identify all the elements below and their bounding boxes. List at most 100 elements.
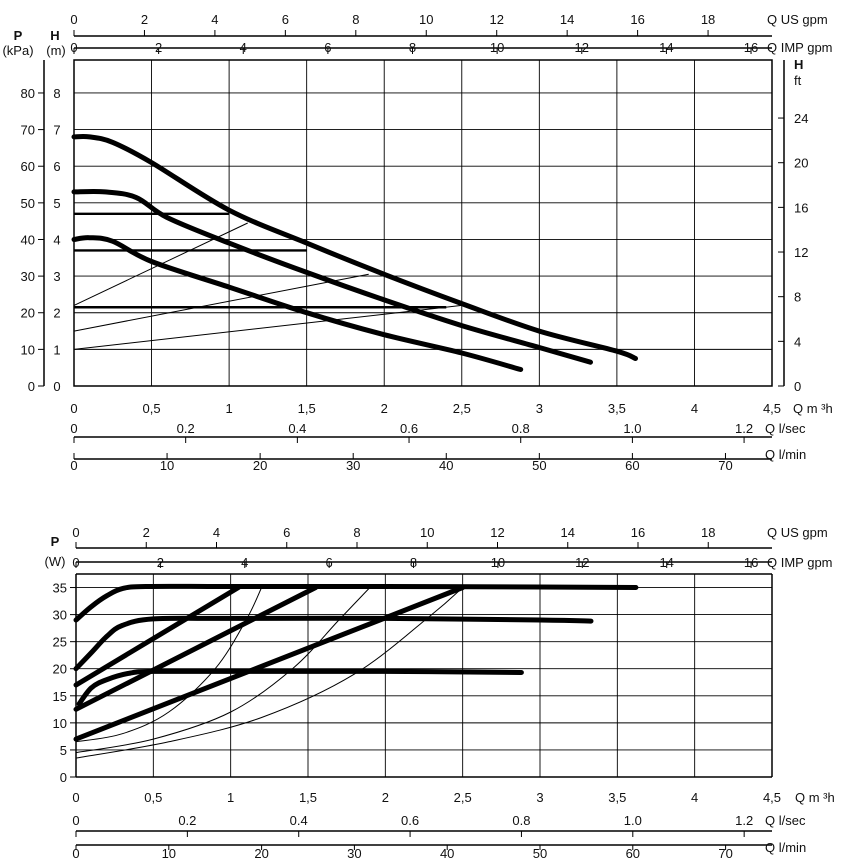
l-sec-tick-label: 0.8	[512, 421, 530, 436]
us-gpm-tick-label: 0	[70, 12, 77, 27]
pressure-tick-label: 50	[21, 196, 35, 211]
head-chart: 01020304050607080P(kPa)012345678H(m)0481…	[2, 12, 832, 473]
power-tick-label: 0	[60, 770, 67, 785]
head-m-axis-unit: (m)	[46, 43, 66, 58]
head-chart-labels: 01020304050607080P(kPa)012345678H(m)0481…	[2, 12, 832, 473]
control-high-b	[73, 585, 319, 712]
m3h-tick-label: 4	[691, 401, 698, 416]
m3h-tick-label: 2	[381, 401, 388, 416]
l-min-axis-label-2: Q l/min	[765, 840, 806, 855]
us-gpm-axis-label: Q US gpm	[767, 12, 828, 27]
power-axis-unit: (W)	[45, 554, 66, 569]
l-min-tick-label: 20	[253, 458, 267, 473]
power-high	[73, 583, 639, 623]
head-m-tick-label: 7	[53, 123, 60, 138]
l-min-tick-label: 70	[718, 458, 732, 473]
imp-gpm-axis-label: Q IMP gpm	[767, 40, 833, 55]
m3h-tick-label: 4,5	[763, 401, 781, 416]
head-ft-axis-unit: ft	[794, 73, 802, 88]
us-gpm-tick-label: 14	[560, 12, 574, 27]
power-tick-label: 15	[53, 689, 67, 704]
pressure-tick-label: 20	[21, 306, 35, 321]
imp-gpm-tick-label-2: 8	[410, 555, 417, 570]
head-m-tick-label: 6	[53, 159, 60, 174]
control-high-c	[73, 585, 466, 742]
imp-gpm-axis-label-2: Q IMP gpm	[767, 555, 833, 570]
head-ft-tick-label: 0	[794, 379, 801, 394]
m3h-tick-label-2: 0,5	[144, 790, 162, 805]
l-min-tick-label: 50	[532, 458, 546, 473]
pressure-axis-title: P	[14, 28, 23, 43]
pressure-tick-label: 80	[21, 86, 35, 101]
l-min-tick-label: 40	[439, 458, 453, 473]
l-sec-tick-label: 0.2	[177, 421, 195, 436]
power-tick-label: 10	[53, 716, 67, 731]
m3h-tick-label: 2,5	[453, 401, 471, 416]
us-gpm-tick-label: 16	[630, 12, 644, 27]
imp-gpm-tick-label-2: 4	[241, 555, 248, 570]
m3h-tick-label: 3	[536, 401, 543, 416]
power-tick-label: 25	[53, 635, 67, 650]
imp-gpm-tick-label: 10	[490, 40, 504, 55]
l-sec-tick-label: 0.4	[288, 421, 306, 436]
imp-gpm-tick-label-2: 10	[491, 555, 505, 570]
proportional-medium	[73, 273, 369, 332]
us-gpm-tick-label-2: 8	[353, 525, 360, 540]
l-sec-tick-label: 1.0	[623, 421, 641, 436]
pressure-tick-label: 30	[21, 269, 35, 284]
imp-gpm-tick-label-2: 14	[659, 555, 673, 570]
l-sec-tick-label-2: 1.0	[624, 813, 642, 828]
us-gpm-tick-label-2: 2	[143, 525, 150, 540]
pressure-axis-unit: (kPa)	[2, 43, 33, 58]
imp-gpm-tick-label-2: 0	[72, 555, 79, 570]
us-gpm-tick-label-2: 12	[490, 525, 504, 540]
m3h-tick-label-2: 3,5	[608, 790, 626, 805]
us-gpm-tick-label-2: 10	[420, 525, 434, 540]
head-ft-axis-title: H	[794, 57, 803, 72]
speed-high	[71, 134, 638, 361]
head-m-axis-title: H	[50, 28, 59, 43]
us-gpm-tick-label: 10	[419, 12, 433, 27]
us-gpm-tick-label-2: 18	[701, 525, 715, 540]
power-chart-series	[73, 583, 639, 707]
power-tick-label: 30	[53, 608, 67, 623]
l-min-axis-label: Q l/min	[765, 447, 806, 462]
l-min-tick-label: 60	[625, 458, 639, 473]
head-ft-tick-label: 20	[794, 156, 808, 171]
head-ft-tick-label: 12	[794, 245, 808, 260]
us-gpm-tick-label: 2	[141, 12, 148, 27]
pressure-tick-label: 60	[21, 159, 35, 174]
m3h-axis-label: Q m ³h	[793, 401, 833, 416]
l-min-tick-label-2: 40	[440, 846, 454, 861]
imp-gpm-tick-label-2: 16	[744, 555, 758, 570]
head-m-tick-label: 3	[53, 269, 60, 284]
head-m-tick-label: 0	[53, 379, 60, 394]
imp-gpm-tick-label-2: 2	[157, 555, 164, 570]
pressure-tick-label: 0	[28, 379, 35, 394]
m3h-axis-label-2: Q m ³h	[795, 790, 835, 805]
l-min-tick-label-2: 60	[626, 846, 640, 861]
imp-gpm-tick-label: 6	[324, 40, 331, 55]
l-min-tick-label-2: 0	[72, 846, 79, 861]
pressure-tick-label: 70	[21, 123, 35, 138]
m3h-tick-label-2: 2	[382, 790, 389, 805]
power-tick-label: 35	[53, 581, 67, 596]
us-gpm-tick-label-2: 4	[213, 525, 220, 540]
l-min-tick-label-2: 10	[162, 846, 176, 861]
power-tick-label: 5	[60, 743, 67, 758]
m3h-tick-label-2: 4	[691, 790, 698, 805]
power-low	[76, 668, 524, 707]
us-gpm-tick-label: 6	[282, 12, 289, 27]
speed-medium	[71, 188, 593, 365]
m3h-tick-label-2: 0	[72, 790, 79, 805]
us-gpm-tick-label: 8	[352, 12, 359, 27]
power-tick-label: 20	[53, 662, 67, 677]
us-gpm-tick-label: 4	[211, 12, 218, 27]
l-sec-tick-label: 1.2	[735, 421, 753, 436]
l-sec-tick-label-2: 0.8	[512, 813, 530, 828]
us-gpm-tick-label-2: 14	[561, 525, 575, 540]
l-sec-axis-label: Q l/sec	[765, 421, 806, 436]
pressure-tick-label: 10	[21, 342, 35, 357]
